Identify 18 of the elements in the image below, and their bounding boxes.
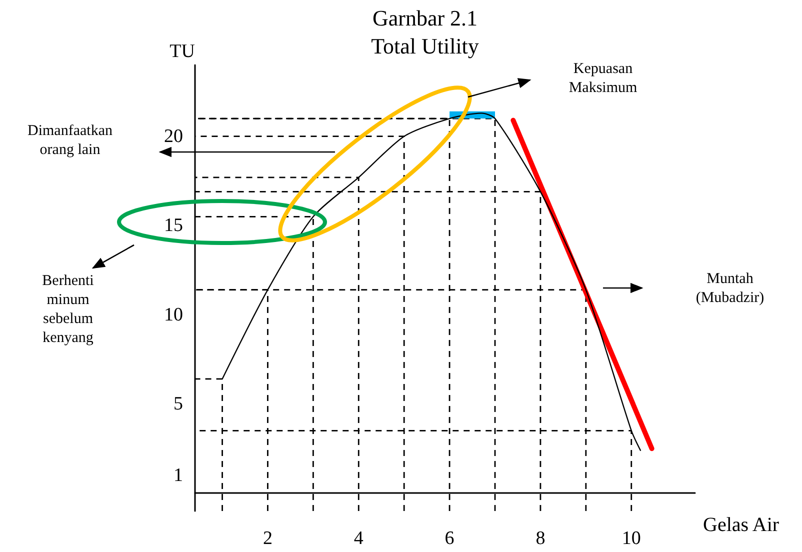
chart-title: Garnbar 2.1: [372, 6, 478, 30]
y-tick-label: 20: [164, 126, 183, 147]
text: Berhenti minum sebelum kenyang: [41, 272, 95, 348]
x-tick-label: 6: [444, 528, 454, 549]
y-tick-label: 15: [164, 215, 183, 236]
text: Muntah (Mubadzir): [694, 270, 766, 308]
text: Dimanfaatkan orang lain: [26, 122, 114, 160]
y-axis-title: TU: [170, 41, 196, 62]
x-tick-label: 8: [536, 528, 546, 549]
chart-subtitle: Total Utility: [371, 34, 479, 58]
x-tick-label: 2: [262, 528, 272, 549]
x-tick-label: 10: [622, 528, 641, 549]
y-tick-label: 10: [164, 304, 183, 326]
y-tick-label: 5: [174, 393, 183, 414]
x-axis-title: Gelas Air: [703, 514, 780, 536]
y-tick-label: 1: [174, 464, 183, 486]
x-tick-label: 4: [354, 528, 364, 549]
annotation: Kepuasan Maksimum: [568, 60, 638, 98]
